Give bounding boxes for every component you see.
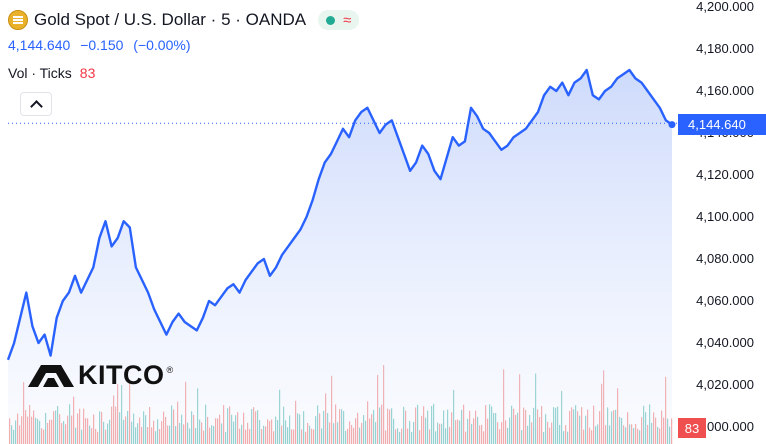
kitco-logo: KITCO ® xyxy=(26,360,173,391)
chevron-up-icon xyxy=(29,99,43,113)
logo-registered-mark: ® xyxy=(166,364,174,375)
last-price-label: 4,144.640 xyxy=(678,114,766,135)
price-axis-tick: 4,040.000 xyxy=(696,335,754,350)
volume-label: Vol · Ticks xyxy=(8,65,72,81)
logo-text: KITCO xyxy=(78,360,165,390)
symbol-title[interactable]: Gold Spot / U.S. Dollar · 5 · OANDA xyxy=(34,10,307,29)
wave-icon: ≈ xyxy=(343,11,352,29)
price-axis-tick: 4,120.000 xyxy=(696,167,754,182)
volume-badge: 83 xyxy=(678,418,706,438)
price-axis-tick: 4,080.000 xyxy=(696,251,754,266)
price-readout: 4,144.640 −0.150 (−0.00%) xyxy=(8,37,359,53)
last-value: 4,144.640 xyxy=(8,37,71,53)
price-area-fill xyxy=(8,70,672,444)
volume-legend[interactable]: Vol · Ticks 83 xyxy=(8,65,359,81)
change-value: −0.150 xyxy=(80,37,124,53)
price-axis-tick: 4,060.000 xyxy=(696,293,754,308)
price-axis-tick: 4,200.000 xyxy=(696,0,754,14)
price-axis-tick: 4,160.000 xyxy=(696,83,754,98)
price-axis-tick: 4,020.000 xyxy=(696,377,754,392)
last-price-dot xyxy=(668,121,676,129)
gold-coin-icon xyxy=(8,10,28,30)
market-open-dot-icon xyxy=(326,15,336,25)
volume-value: 83 xyxy=(79,65,96,81)
kitco-bars-icon xyxy=(28,364,74,387)
price-line xyxy=(6,68,673,361)
market-status-pill[interactable]: ≈ xyxy=(318,10,360,30)
price-axis-tick: 4,000.000 xyxy=(696,419,754,434)
collapse-legend-button[interactable] xyxy=(20,92,52,116)
change-percent: (−0.00%) xyxy=(133,37,191,53)
chart-legend: Gold Spot / U.S. Dollar · 5 · OANDA ≈ 4,… xyxy=(8,6,360,81)
price-axis-tick: 4,100.000 xyxy=(696,209,754,224)
price-axis-tick: 4,180.000 xyxy=(696,41,754,56)
